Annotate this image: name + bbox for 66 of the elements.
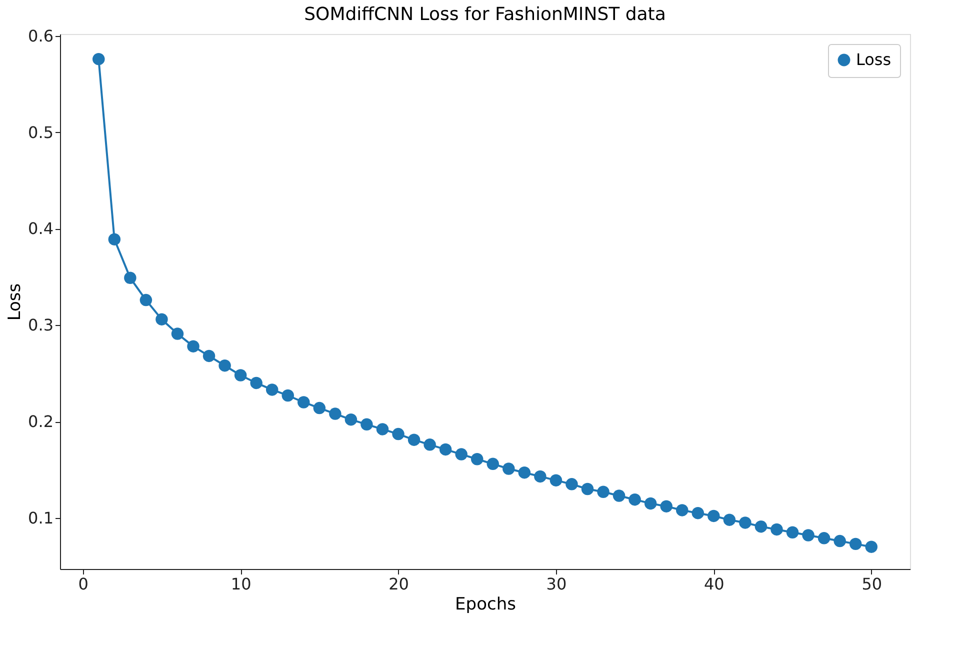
- point: [865, 540, 878, 553]
- point: [849, 538, 862, 550]
- point: [518, 466, 531, 479]
- y-tick-label: 0.3: [28, 316, 54, 335]
- point: [802, 529, 814, 542]
- point: [581, 482, 594, 496]
- point: [486, 458, 500, 470]
- point: [376, 423, 389, 436]
- point: [534, 470, 546, 483]
- point: [329, 408, 342, 420]
- y-tick-label: 0.6: [28, 26, 54, 46]
- point: [392, 428, 404, 440]
- legend-label: Loss: [856, 50, 892, 69]
- point: [818, 532, 830, 544]
- point: [644, 497, 657, 510]
- y-tick-label: 0.1: [28, 508, 54, 528]
- point: [660, 500, 672, 512]
- point: [344, 413, 358, 426]
- point: [218, 359, 231, 372]
- point: [692, 506, 704, 520]
- point: [282, 389, 294, 402]
- y-axis-title: Loss: [5, 283, 26, 321]
- point: [470, 452, 484, 466]
- point: [770, 523, 783, 536]
- point: [754, 520, 768, 533]
- point: [455, 448, 468, 460]
- point: [266, 384, 278, 396]
- point: [250, 376, 262, 390]
- point: [124, 272, 136, 284]
- point: [612, 490, 626, 502]
- point: [708, 510, 720, 522]
- point: [202, 350, 216, 362]
- point: [786, 526, 799, 538]
- y-tick-label: 0.5: [28, 122, 54, 142]
- y-tick-label: 0.4: [28, 219, 54, 238]
- point: [424, 438, 436, 451]
- point: [360, 418, 373, 431]
- point: [408, 434, 420, 446]
- point: [298, 396, 310, 408]
- point: [566, 478, 578, 490]
- point: [313, 402, 326, 414]
- point: [723, 514, 736, 526]
- point: [628, 493, 641, 506]
- x-tick-label: 10: [230, 574, 252, 594]
- y-tick-label: 0.2: [28, 412, 54, 432]
- x-tick-label: 40: [704, 574, 724, 594]
- point: [171, 328, 184, 340]
- point: [550, 474, 562, 486]
- x-tick-label: 20: [388, 574, 409, 594]
- point: [502, 462, 515, 475]
- chart-title: SOMdiffCNN Loss for FashionMINST data: [304, 4, 666, 25]
- x-tick-label: 50: [862, 574, 882, 594]
- point: [92, 52, 105, 66]
- point: [156, 313, 168, 326]
- point: [108, 233, 121, 246]
- point: [140, 294, 152, 306]
- point: [676, 504, 688, 516]
- x-tick-label: 0: [78, 574, 88, 594]
- x-tick-label: 30: [546, 574, 567, 594]
- point: [234, 369, 247, 382]
- point: [439, 443, 452, 456]
- point: [739, 516, 752, 529]
- point: [187, 340, 200, 352]
- point: [597, 486, 610, 498]
- point: [834, 534, 846, 548]
- x-axis-title: Epochs: [455, 594, 516, 614]
